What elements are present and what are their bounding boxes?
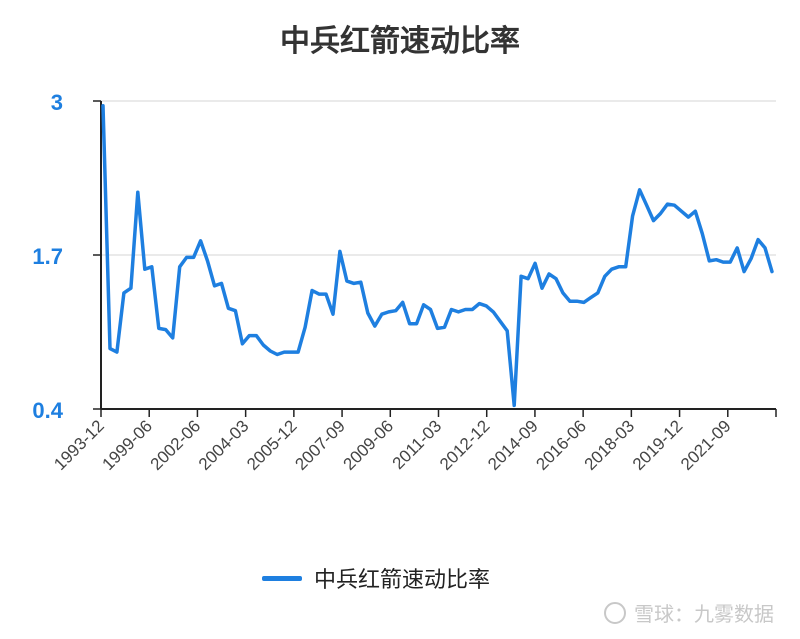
series-line (101, 103, 774, 408)
legend[interactable]: 中兵红箭速动比率 (262, 562, 490, 594)
x-tick-label: 2021-09 (677, 416, 735, 474)
x-tick-label: 2014-09 (484, 416, 542, 474)
x-tick-label: 2009-06 (340, 416, 398, 474)
watermark: 雪球：九雾数据 (604, 598, 774, 627)
chart-title: 中兵红箭速动比率 (280, 24, 520, 59)
x-tick-label: 2018-03 (581, 416, 639, 474)
x-axis-ticks: 1993-121999-062002-062004-032005-122007-… (50, 409, 777, 474)
x-tick-label: 2002-06 (147, 416, 205, 474)
x-tick-label: 2019-12 (629, 416, 687, 474)
y-tick-label: 3 (51, 90, 63, 115)
watermark-text: 雪球：九雾数据 (634, 602, 774, 626)
series-layer (101, 103, 774, 408)
y-tick-label: 1.7 (32, 244, 63, 269)
x-tick-label: 2016-06 (532, 416, 590, 474)
line-chart: 3 1.7 0.4 1993-121999-062002-062004-032005… (32, 90, 777, 474)
x-tick-label: 2007-09 (291, 416, 349, 474)
x-tick-label: 2012-12 (436, 416, 494, 474)
gridlines (101, 100, 776, 256)
legend-label: 中兵红箭速动比率 (314, 568, 491, 593)
x-tick-label: 1999-06 (98, 416, 156, 474)
y-tick-label: 0.4 (32, 398, 63, 423)
x-tick-label: 2005-12 (243, 416, 301, 474)
x-tick-label: 1993-12 (50, 416, 108, 474)
snowball-logo-icon (604, 601, 626, 624)
x-tick-label: 2011-03 (389, 416, 446, 473)
y-axis-ticks: 3 1.7 0.4 (32, 90, 101, 423)
legend-swatch (262, 575, 302, 581)
x-tick-label: 2004-03 (195, 416, 253, 474)
